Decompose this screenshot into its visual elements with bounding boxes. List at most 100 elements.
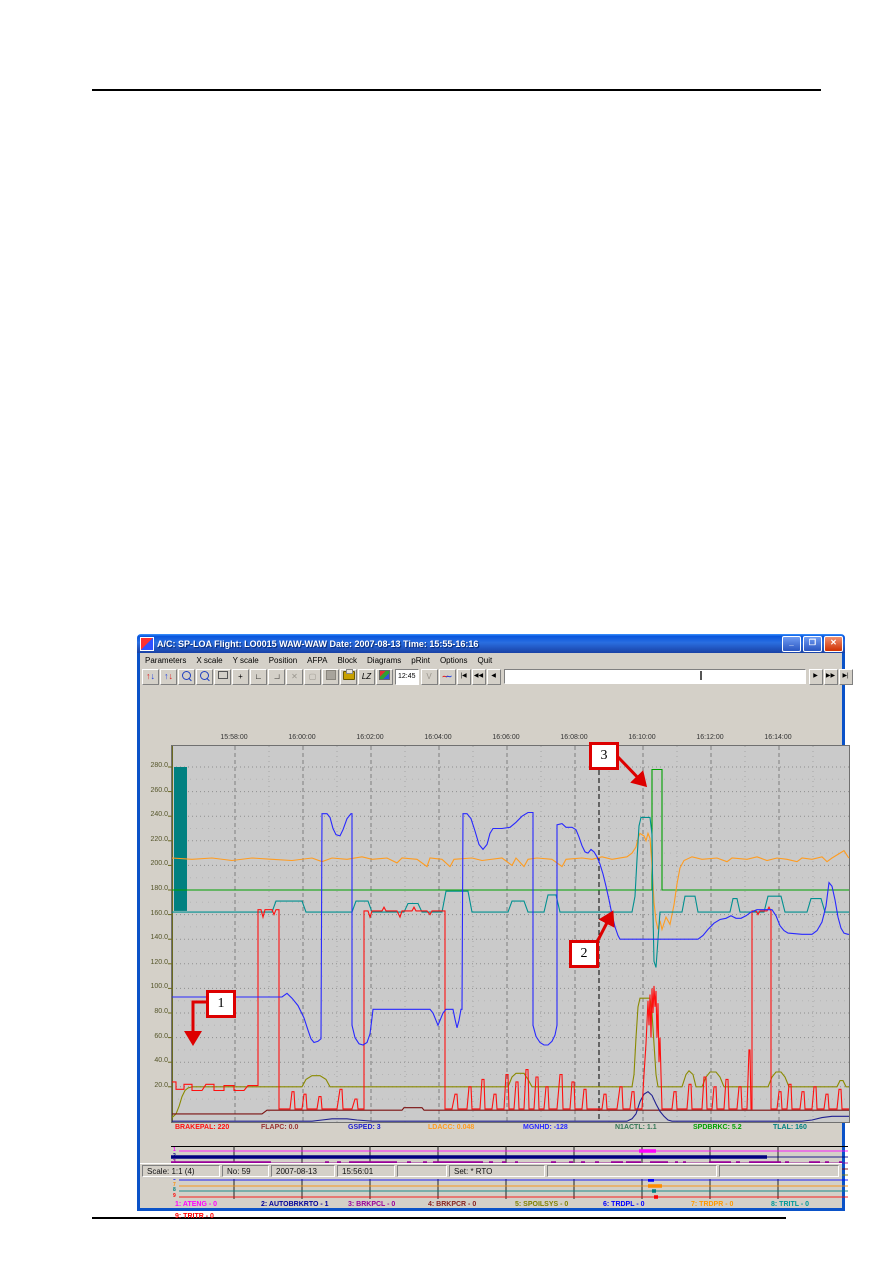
status-2007-08-13: 2007-08-13 bbox=[271, 1165, 335, 1177]
rect-select-button[interactable] bbox=[214, 668, 231, 685]
menu-item-block[interactable]: Block bbox=[337, 655, 358, 665]
y-tick-label: 20.0 bbox=[154, 1081, 168, 1089]
y-tick-label: 100.0 bbox=[150, 983, 168, 991]
param-label-mgnhd: MGNHD: -128 bbox=[523, 1124, 568, 1131]
time-tick-label: 16:10:00 bbox=[628, 734, 656, 741]
menu-bar: Parameters X scale Y scale Position AFPA Bloc… bbox=[140, 653, 842, 668]
maximize-button[interactable]: ❐ bbox=[803, 635, 822, 652]
expand-traces-button[interactable]: ↑↓ bbox=[142, 668, 159, 685]
y-tick-label: 60.0 bbox=[154, 1032, 168, 1040]
discrete-label-autobrkrto: 2: AUTOBRKRTO - 1 bbox=[261, 1201, 329, 1208]
zoom-in-button[interactable] bbox=[178, 668, 195, 685]
time-tick-label: 16:00:00 bbox=[288, 734, 316, 741]
status-set: Set: * RTO bbox=[449, 1165, 545, 1177]
y-tick-label: 180.0 bbox=[150, 885, 168, 892]
menu-item-diagrams[interactable]: Diagrams bbox=[367, 655, 402, 665]
y-tick-label: 160.0 bbox=[150, 909, 168, 917]
crosshair-button[interactable]: + bbox=[232, 668, 249, 685]
corner-right-icon: ∟ bbox=[272, 672, 281, 681]
menu-item-position[interactable]: Position bbox=[268, 655, 298, 665]
status-no: No: 59 bbox=[222, 1165, 269, 1177]
menu-item-print[interactable]: pRint bbox=[411, 655, 430, 665]
menu-item-y-scale[interactable]: Y scale bbox=[232, 655, 259, 665]
time-tick-label: 16:08:00 bbox=[560, 734, 588, 741]
corner-left-button[interactable]: ∟ bbox=[250, 668, 267, 685]
callout-2: 2 bbox=[569, 940, 599, 968]
discrete-label-spoilsys: 5: SPOILSYS - 0 bbox=[515, 1201, 569, 1208]
zoom-out-button[interactable] bbox=[196, 668, 213, 685]
channel-number-7: 7 bbox=[173, 1182, 176, 1188]
nav-last-button[interactable]: ▶| bbox=[838, 668, 853, 685]
time-tick-label: 16:06:00 bbox=[492, 734, 520, 741]
channel-number-2: 2 bbox=[173, 1153, 176, 1159]
status-empty-7 bbox=[719, 1165, 839, 1177]
menu-item-quit[interactable]: Quit bbox=[477, 655, 493, 665]
param-label-tlal: TLAL: 160 bbox=[773, 1124, 807, 1131]
menu-item-x-scale[interactable]: X scale bbox=[196, 655, 223, 665]
page-top-rule bbox=[92, 89, 821, 91]
callout-3: 3 bbox=[589, 742, 619, 770]
status-15: 15:56:01 bbox=[337, 1165, 395, 1177]
menu-item-afpa[interactable]: AFPA bbox=[307, 655, 328, 665]
time-readout: 12:45 bbox=[395, 668, 419, 685]
compress-traces-button[interactable]: ↑↓ bbox=[160, 668, 177, 685]
channel-number-9: 9 bbox=[173, 1193, 176, 1199]
nav-rewind-button[interactable]: ◀◀ bbox=[471, 668, 486, 685]
discrete-label-brkpcl: 3: BRKPCL - 0 bbox=[348, 1201, 396, 1208]
y-tick-label: 280.0 bbox=[150, 762, 168, 769]
time-tick-label: 15:58:00 bbox=[220, 734, 248, 741]
y-tick-label: 120.0 bbox=[150, 958, 168, 966]
block-icon: ▢ bbox=[308, 672, 317, 681]
nav-ffwd-button[interactable]: ▶▶ bbox=[823, 668, 838, 685]
status-bar: Scale: 1:1 (4) No: 59 2007-08-13 15:56:01 Se… bbox=[140, 1163, 842, 1179]
y-tick-label: 200.0 bbox=[150, 860, 168, 868]
discrete-label-trdpr: 7: TRDPR - 0 bbox=[691, 1201, 734, 1208]
y-tick-label: 140.0 bbox=[150, 934, 168, 942]
up-arrow-icon: ↑ bbox=[146, 671, 151, 681]
discrete-label-trdpl: 6: TRDPL - 0 bbox=[603, 1201, 645, 1208]
close-button[interactable]: ✕ bbox=[824, 635, 843, 652]
y-tick-label: 220.0 bbox=[150, 835, 168, 843]
down-arrow-icon: ↓ bbox=[150, 671, 156, 681]
param-label-ldacc: LDACC: 0.048 bbox=[428, 1124, 475, 1131]
rectangle-icon bbox=[217, 671, 228, 679]
time-tick-label: 16:04:00 bbox=[424, 734, 452, 741]
param-label-spdbrkc: SPDBRKC: 5.2 bbox=[693, 1124, 742, 1131]
v-button[interactable]: V bbox=[420, 668, 438, 685]
v-icon: V bbox=[426, 672, 432, 681]
wave-blue-icon: ∼ bbox=[445, 672, 453, 681]
param-label-brakepal: BRAKEPAL: 220 bbox=[175, 1124, 230, 1131]
title-bar[interactable]: A/C: SP-LOA Flight: LO0015 WAW-WAW Date:… bbox=[137, 634, 845, 653]
cut-button[interactable]: ✕ bbox=[286, 668, 303, 685]
nav-first-button[interactable]: |◀ bbox=[456, 668, 471, 685]
printer-icon bbox=[342, 669, 355, 680]
minimize-button[interactable]: _ bbox=[782, 635, 801, 652]
discrete-label-ateng: 1: ATENG - 0 bbox=[175, 1201, 218, 1208]
print-button[interactable] bbox=[340, 668, 357, 685]
param-label-gsped: GSPED: 3 bbox=[348, 1124, 381, 1131]
crosshair-icon: + bbox=[238, 672, 243, 681]
diagram-button[interactable] bbox=[376, 668, 393, 685]
corner-right-button[interactable]: ∟ bbox=[268, 668, 285, 685]
app-icon bbox=[140, 636, 154, 651]
save-button[interactable] bbox=[322, 668, 339, 685]
plot-area[interactable] bbox=[168, 745, 850, 1123]
channel-number-3: 3 bbox=[173, 1159, 176, 1165]
lz-button[interactable]: LZ bbox=[358, 668, 375, 685]
chart-client-area: 15:58:00 16:00:00 16:02:00 16:04:00 16:06:00… bbox=[140, 686, 850, 1220]
menu-item-options[interactable]: Options bbox=[439, 655, 468, 665]
y-tick-label: 80.0 bbox=[154, 1008, 168, 1015]
position-marker[interactable] bbox=[699, 671, 702, 680]
menu-item-parameters[interactable]: Parameters bbox=[145, 655, 187, 665]
y-tick-label: 40.0 bbox=[154, 1057, 168, 1065]
position-field[interactable] bbox=[503, 669, 806, 684]
nav-back-button[interactable]: ◀ bbox=[486, 668, 501, 685]
block-button[interactable]: ▢ bbox=[304, 668, 321, 685]
nav-forward-button[interactable]: ▶ bbox=[808, 668, 823, 685]
param-label-n1actl: N1ACTL: 1.1 bbox=[615, 1124, 657, 1131]
waveform-button[interactable]: ∼∼ bbox=[438, 668, 456, 685]
discrete-label-tritr: 9: TRITR - 0 bbox=[175, 1213, 214, 1220]
lz-icon: LZ bbox=[361, 672, 372, 681]
status-empty-6 bbox=[547, 1165, 717, 1177]
